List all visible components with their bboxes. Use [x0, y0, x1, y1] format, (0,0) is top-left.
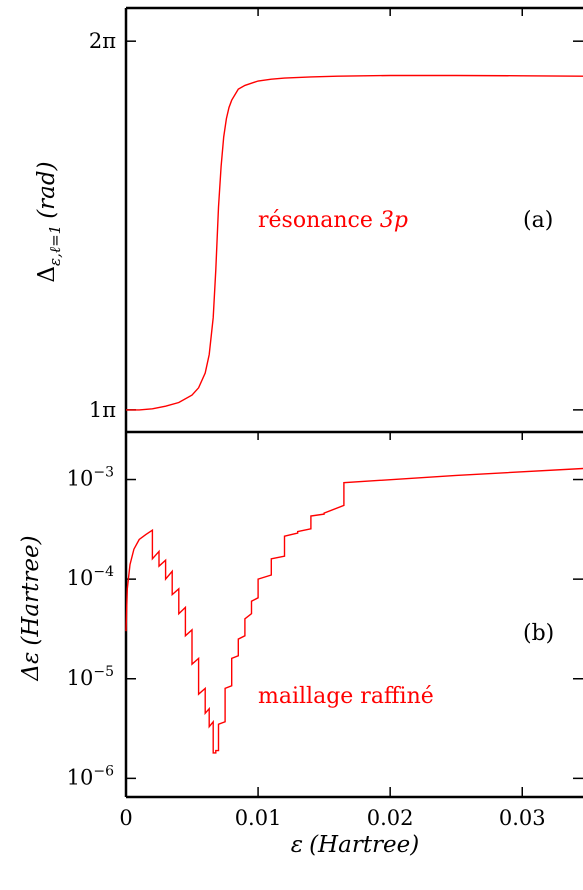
- panel-a-annotation-resonance: résonance 3p: [258, 208, 408, 233]
- panel-b-ytick-label-2: 10−4: [67, 564, 114, 590]
- panel-b-ylabel: Δε (Hartree): [18, 535, 44, 681]
- panel-b-annotation-mesh: maillage raffiné: [258, 684, 434, 709]
- panel-a-ytick-label-1: 2π: [89, 29, 116, 53]
- panel-b-label: (b): [523, 621, 554, 646]
- panel-a-ticks: 1π 2π: [89, 8, 583, 422]
- panel-b-ylabel-unit: (Hartree): [18, 535, 44, 645]
- panel-b-ytick-label-0: 10−6: [67, 763, 114, 789]
- resonance-text: résonance: [258, 208, 380, 233]
- panel-a-phase-shift-line: [126, 74, 583, 411]
- x-tick-label-2: 0.02: [367, 806, 414, 830]
- resonance-3p: 3p: [380, 208, 408, 233]
- tick-base: 10: [67, 566, 94, 590]
- tick-base: 10: [67, 467, 94, 491]
- tick-exponent: −5: [93, 664, 114, 680]
- x-axis-label-main: ε: [291, 832, 303, 858]
- panel-b-ylabel-main: Δε: [18, 652, 44, 682]
- panel-b-mesh-step-line: [125, 467, 583, 754]
- tick-exponent: −6: [93, 763, 114, 779]
- x-tick-label-0: 0: [119, 806, 132, 830]
- tick-base: 10: [67, 765, 94, 789]
- panel-a-ylabel-sub: ε,ℓ=1: [46, 225, 64, 266]
- panel-a-ylabel-main: Δ: [34, 266, 60, 283]
- panel-a-ylabel-unit: (rad): [34, 161, 60, 218]
- panel-a-label: (a): [523, 208, 553, 233]
- tick-exponent: −3: [93, 465, 114, 481]
- panel-a: 1π 2π résonance 3p (a) Δε,ℓ=1 (rad): [34, 6, 583, 432]
- panel-a-ylabel: Δε,ℓ=1 (rad): [34, 161, 64, 282]
- panel-a-ytick-label-0: 1π: [89, 398, 116, 422]
- panel-b-ytick-label-1: 10−5: [67, 664, 114, 690]
- x-tick-label-1: 0.01: [235, 806, 282, 830]
- panel-b: 10−610−510−410−30 0.01 0.02 0.03 maillage r…: [18, 432, 583, 830]
- tick-base: 10: [67, 666, 94, 690]
- x-axis-label-unit: (Hartree): [309, 832, 419, 858]
- panel-b-ticks: 10−610−510−410−30 0.01 0.02 0.03: [67, 432, 583, 830]
- panel-b-ytick-label-3: 10−3: [67, 465, 114, 491]
- tick-exponent: −4: [93, 564, 114, 580]
- x-tick-label-3: 0.03: [499, 806, 546, 830]
- x-axis-label: ε (Hartree): [291, 832, 420, 858]
